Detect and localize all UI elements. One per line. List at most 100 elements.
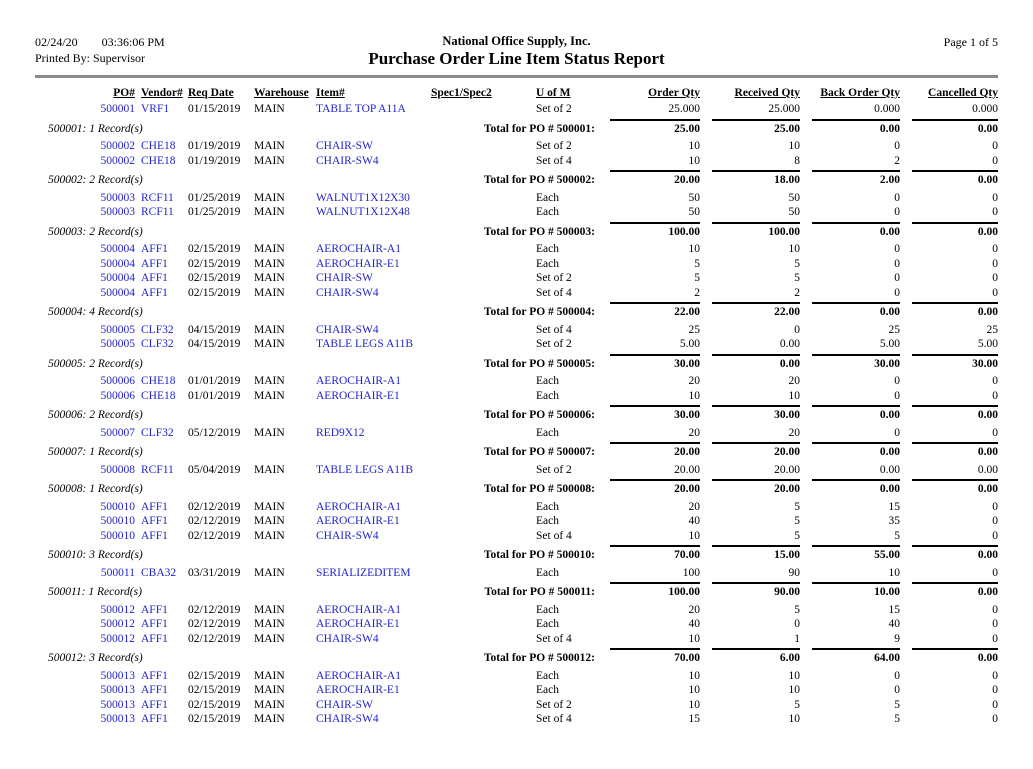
item-link[interactable]: AEROCHAIR-A1: [316, 603, 401, 616]
vendor-link[interactable]: AFF1: [141, 618, 168, 630]
po-link[interactable]: 500013: [100, 713, 136, 725]
item-link[interactable]: CHAIR-SW4: [316, 713, 379, 725]
req-date-cell: 01/25/2019: [188, 206, 241, 218]
po-link[interactable]: 500010: [100, 515, 136, 527]
order-qty-cell: 10: [688, 243, 701, 255]
vendor-link[interactable]: CLF32: [141, 338, 174, 350]
table-row: 500013 AFF1 02/15/2019 MAIN CHAIR-SW4 Se…: [35, 712, 999, 727]
vendor-link[interactable]: CLF32: [141, 323, 174, 336]
po-link[interactable]: 500005: [100, 323, 136, 336]
vendor-link[interactable]: AFF1: [141, 529, 168, 542]
item-link[interactable]: CHAIR-SW: [316, 272, 373, 284]
item-link[interactable]: CHAIR-SW: [316, 698, 373, 711]
req-date-cell: 02/12/2019: [188, 618, 241, 630]
cancelled-qty-cell: 0: [992, 566, 998, 579]
total-order-qty: 100.00: [610, 221, 700, 240]
vendor-link[interactable]: AFF1: [141, 684, 168, 696]
item-link[interactable]: CHAIR-SW4: [316, 286, 379, 299]
vendor-link[interactable]: CLF32: [141, 426, 174, 439]
po-link[interactable]: 500006: [100, 389, 136, 402]
vendor-link[interactable]: AFF1: [141, 257, 168, 270]
vendor-link[interactable]: AFF1: [141, 632, 168, 645]
item-link[interactable]: AEROCHAIR-A1: [316, 500, 401, 513]
po-link[interactable]: 500002: [100, 154, 136, 167]
item-link[interactable]: CHAIR-SW4: [316, 632, 379, 645]
po-link[interactable]: 500013: [100, 698, 136, 711]
po-link[interactable]: 500005: [100, 338, 136, 350]
backorder-qty-cell: 25: [888, 323, 901, 336]
vendor-link[interactable]: AFF1: [141, 603, 168, 616]
item-link[interactable]: CHAIR-SW4: [316, 323, 379, 336]
req-date-cell: 01/19/2019: [188, 140, 241, 152]
po-link[interactable]: 500013: [100, 684, 136, 696]
item-link[interactable]: RED9X12: [316, 426, 365, 439]
order-qty-cell: 10: [688, 389, 701, 402]
vendor-link[interactable]: AFF1: [141, 515, 168, 527]
item-link[interactable]: CHAIR-SW: [316, 140, 373, 152]
item-link[interactable]: TABLE LEGS A11B: [316, 338, 414, 350]
backorder-qty-cell: 0: [894, 669, 900, 682]
item-link[interactable]: AEROCHAIR-E1: [316, 618, 400, 630]
vendor-link[interactable]: CHE18: [141, 140, 176, 152]
item-link[interactable]: TABLE TOP A11A: [316, 103, 406, 115]
item-link[interactable]: CHAIR-SW4: [316, 529, 379, 542]
po-link[interactable]: 500011: [100, 566, 135, 579]
item-link[interactable]: TABLE LEGS A11B: [316, 463, 414, 476]
po-link[interactable]: 500006: [100, 375, 136, 387]
po-link[interactable]: 500002: [100, 140, 136, 152]
item-link[interactable]: WALNUT1X12X48: [316, 206, 410, 218]
po-link[interactable]: 500013: [100, 669, 136, 682]
item-link[interactable]: AEROCHAIR-A1: [316, 243, 401, 255]
vendor-link[interactable]: AFF1: [141, 500, 168, 513]
vendor-link[interactable]: CHE18: [141, 154, 176, 167]
vendor-link[interactable]: RCF11: [141, 463, 174, 476]
po-link[interactable]: 500012: [100, 603, 136, 616]
po-link[interactable]: 500003: [100, 191, 136, 204]
vendor-link[interactable]: AFF1: [141, 698, 168, 711]
po-link[interactable]: 500010: [100, 529, 136, 542]
vendor-link[interactable]: CHE18: [141, 375, 176, 387]
po-link[interactable]: 500007: [100, 426, 136, 439]
item-link[interactable]: AEROCHAIR-A1: [316, 669, 401, 682]
po-link[interactable]: 500012: [100, 632, 136, 645]
warehouse-cell: MAIN: [254, 272, 285, 284]
order-qty-cell: 40: [688, 618, 701, 630]
record-count-label: 500004: 4 Record(s): [48, 306, 143, 318]
po-link[interactable]: 500004: [100, 243, 136, 255]
vendor-link[interactable]: CHE18: [141, 389, 176, 402]
po-link[interactable]: 500003: [100, 206, 136, 218]
req-date-cell: 01/19/2019: [188, 154, 241, 167]
po-link[interactable]: 500004: [100, 286, 136, 299]
backorder-qty-cell: 0: [894, 257, 900, 270]
po-link[interactable]: 500004: [100, 272, 136, 284]
vendor-link[interactable]: AFF1: [141, 669, 168, 682]
po-link[interactable]: 500004: [100, 257, 136, 270]
po-total-row: 500003: 2 Record(s) Total for PO # 50000…: [35, 220, 998, 243]
company-name: National Office Supply, Inc.: [442, 34, 591, 48]
item-link[interactable]: WALNUT1X12X30: [316, 191, 410, 204]
item-link[interactable]: AEROCHAIR-E1: [316, 684, 400, 696]
vendor-link[interactable]: VRF1: [141, 103, 170, 115]
spec-cell: [430, 529, 531, 544]
cancelled-qty-cell: 0: [992, 618, 998, 630]
po-link[interactable]: 500008: [100, 463, 136, 476]
po-total-row: 500007: 1 Record(s) Total for PO # 50000…: [35, 440, 998, 463]
total-order-qty: 22.00: [610, 302, 700, 320]
item-link[interactable]: SERIALIZEDITEM: [316, 566, 411, 579]
po-link[interactable]: 500010: [100, 500, 136, 513]
vendor-link[interactable]: RCF11: [141, 191, 174, 204]
item-link[interactable]: AEROCHAIR-A1: [316, 375, 401, 387]
po-link[interactable]: 500001: [100, 103, 136, 115]
vendor-link[interactable]: CBA32: [141, 566, 177, 579]
vendor-link[interactable]: RCF11: [141, 206, 174, 218]
item-link[interactable]: CHAIR-SW4: [316, 154, 379, 167]
vendor-link[interactable]: AFF1: [141, 272, 168, 284]
item-link[interactable]: AEROCHAIR-E1: [316, 389, 400, 402]
item-link[interactable]: AEROCHAIR-E1: [316, 257, 400, 270]
vendor-link[interactable]: AFF1: [141, 243, 168, 255]
backorder-qty-cell: 10: [888, 566, 901, 579]
vendor-link[interactable]: AFF1: [141, 286, 168, 299]
po-link[interactable]: 500012: [100, 618, 136, 630]
item-link[interactable]: AEROCHAIR-E1: [316, 515, 400, 527]
vendor-link[interactable]: AFF1: [141, 713, 168, 725]
